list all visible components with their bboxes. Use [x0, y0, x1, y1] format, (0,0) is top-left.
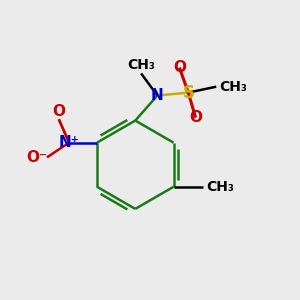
- Text: CH₃: CH₃: [127, 58, 155, 72]
- Text: N: N: [151, 88, 164, 103]
- Text: S: S: [182, 84, 194, 102]
- Text: CH₃: CH₃: [219, 80, 247, 94]
- Text: O: O: [173, 60, 186, 75]
- Text: O: O: [189, 110, 202, 125]
- Text: O⁻: O⁻: [26, 150, 47, 165]
- Text: O: O: [52, 104, 65, 119]
- Text: CH₃: CH₃: [206, 180, 234, 194]
- Text: N⁺: N⁺: [59, 135, 80, 150]
